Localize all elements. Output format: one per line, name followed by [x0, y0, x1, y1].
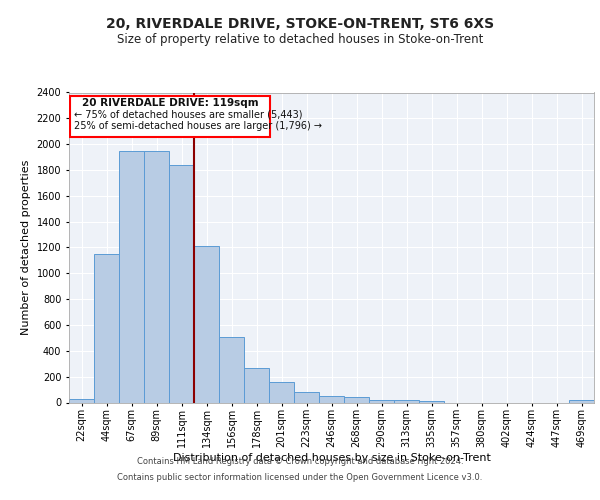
Bar [344, 397, 369, 402]
Bar [119, 150, 144, 402]
Bar [294, 392, 319, 402]
Bar [369, 400, 394, 402]
Text: ← 75% of detached houses are smaller (5,443): ← 75% of detached houses are smaller (5,… [74, 109, 302, 119]
Bar [69, 398, 94, 402]
Bar [144, 150, 169, 402]
Bar [394, 400, 419, 402]
Text: Contains HM Land Registry data © Crown copyright and database right 2024.: Contains HM Land Registry data © Crown c… [137, 458, 463, 466]
Bar [244, 368, 269, 402]
Text: 25% of semi-detached houses are larger (1,796) →: 25% of semi-detached houses are larger (… [74, 122, 322, 132]
FancyBboxPatch shape [70, 96, 270, 136]
Bar [219, 336, 244, 402]
Text: Contains public sector information licensed under the Open Government Licence v3: Contains public sector information licen… [118, 472, 482, 482]
Text: Size of property relative to detached houses in Stoke-on-Trent: Size of property relative to detached ho… [117, 32, 483, 46]
Bar [194, 246, 219, 402]
X-axis label: Distribution of detached houses by size in Stoke-on-Trent: Distribution of detached houses by size … [173, 453, 490, 463]
Bar [569, 400, 594, 402]
Text: 20, RIVERDALE DRIVE, STOKE-ON-TRENT, ST6 6XS: 20, RIVERDALE DRIVE, STOKE-ON-TRENT, ST6… [106, 18, 494, 32]
Bar [169, 165, 194, 402]
Y-axis label: Number of detached properties: Number of detached properties [21, 160, 31, 335]
Bar [319, 396, 344, 402]
Text: 20 RIVERDALE DRIVE: 119sqm: 20 RIVERDALE DRIVE: 119sqm [82, 98, 259, 108]
Bar [94, 254, 119, 402]
Bar [269, 382, 294, 402]
Bar [419, 401, 444, 402]
